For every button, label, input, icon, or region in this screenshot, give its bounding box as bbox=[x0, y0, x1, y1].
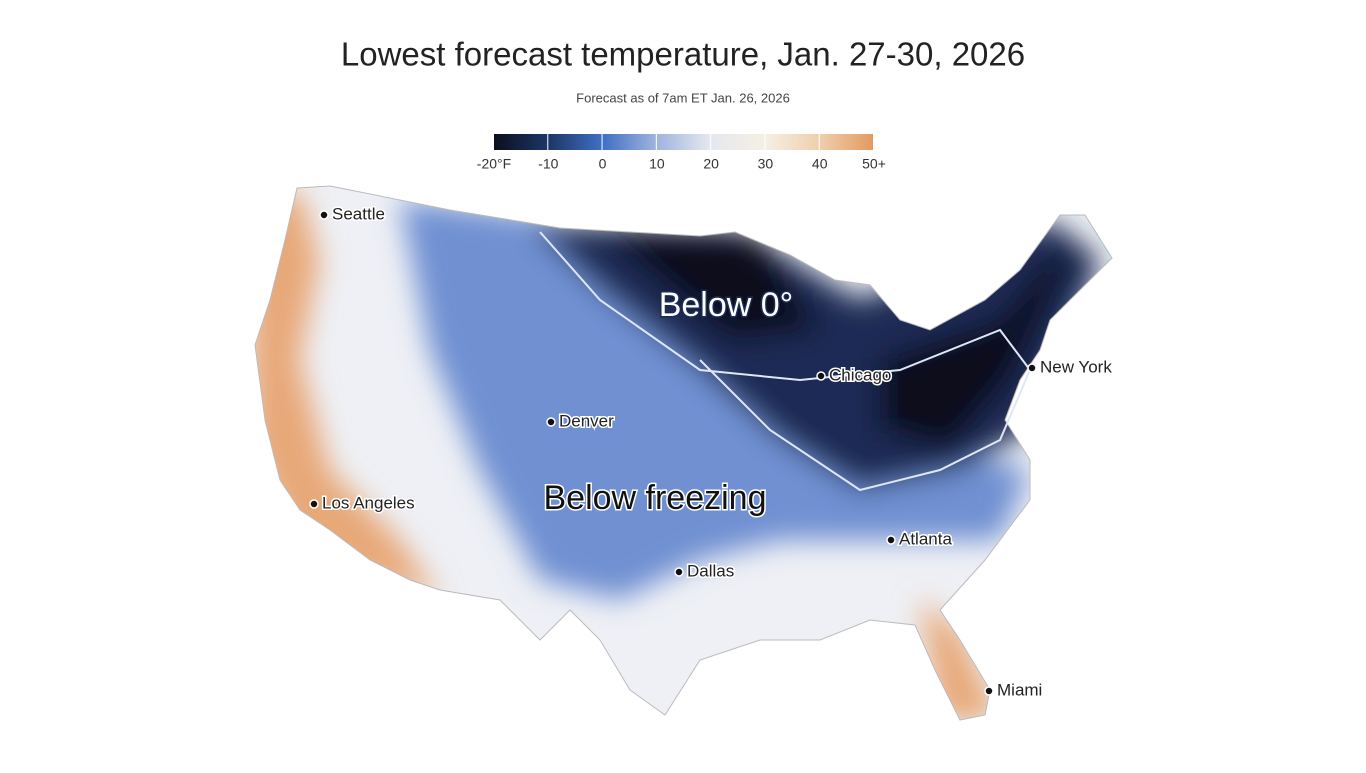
subtitle: Forecast as of 7am ET Jan. 26, 2026 bbox=[576, 90, 790, 105]
legend-swatch bbox=[656, 134, 711, 150]
city-label: Dallas bbox=[687, 561, 734, 580]
city-label: Chicago bbox=[829, 365, 891, 384]
legend-label: 50+ bbox=[862, 156, 886, 172]
legend-label: 20 bbox=[703, 156, 719, 172]
legend-swatch bbox=[819, 134, 873, 150]
zero-contour bbox=[539, 231, 1032, 492]
legend-label: 0 bbox=[599, 156, 607, 172]
legend-label: 30 bbox=[758, 156, 774, 172]
legend-swatch bbox=[711, 134, 765, 150]
region-label: Below freezing bbox=[543, 479, 766, 517]
city-label: Denver bbox=[559, 411, 614, 430]
city-label: Seattle bbox=[332, 204, 385, 223]
legend-label: 10 bbox=[649, 156, 665, 172]
legend-swatch bbox=[602, 134, 656, 150]
city-dot bbox=[1027, 363, 1037, 373]
city-dot bbox=[674, 567, 684, 577]
city-dot bbox=[886, 535, 896, 545]
legend: -20°F -10 0 10 20 30 40 50+ bbox=[477, 134, 886, 172]
city-label: New York bbox=[1040, 357, 1112, 376]
city-dot bbox=[309, 499, 319, 509]
legend-label: -10 bbox=[538, 156, 558, 172]
city-dot bbox=[816, 371, 826, 381]
city-label: Atlanta bbox=[899, 529, 952, 548]
legend-label: -20°F bbox=[477, 156, 511, 172]
outline bbox=[254, 185, 1113, 721]
title: Lowest forecast temperature, Jan. 27-30,… bbox=[341, 36, 1025, 73]
region-label: Below 0° bbox=[659, 286, 794, 324]
city-dot bbox=[546, 417, 556, 427]
map bbox=[255, 186, 1112, 720]
legend-label: 40 bbox=[812, 156, 828, 172]
city-dot bbox=[984, 686, 994, 696]
city-label: Miami bbox=[997, 680, 1042, 699]
legend-swatch bbox=[548, 134, 602, 150]
legend-swatch bbox=[765, 134, 819, 150]
legend-swatch bbox=[494, 134, 548, 150]
city-dot bbox=[319, 210, 329, 220]
city-label: Los Angeles bbox=[322, 493, 415, 512]
labels: Below 0° Below freezing Seattle Denver Chica… bbox=[309, 203, 1114, 701]
